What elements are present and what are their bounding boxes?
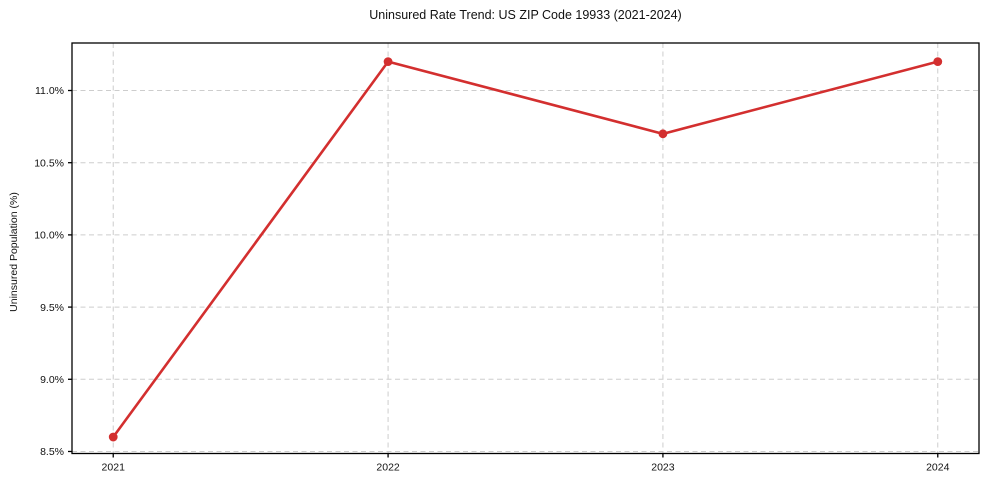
y-tick-label: 11.0% [35, 85, 64, 97]
y-tick-label: 9.0% [40, 374, 64, 386]
y-tick-label: 9.5% [40, 302, 64, 314]
x-tick-label: 2023 [651, 462, 675, 474]
y-tick-label: 8.5% [40, 446, 64, 458]
trend-line [111, 60, 940, 439]
data-point-marker [658, 129, 668, 139]
y-tick-label: 10.5% [34, 157, 64, 169]
data-point-marker [383, 57, 393, 67]
axes-frame [71, 42, 980, 455]
x-tick-label: 2022 [376, 462, 400, 474]
y-tick-label: 10.0% [34, 230, 64, 242]
x-tick-label: 2024 [926, 462, 950, 474]
data-point-marker [933, 57, 943, 67]
data-point-marker [108, 432, 118, 442]
chart-title: Uninsured Rate Trend: US ZIP Code 19933 … [369, 8, 682, 22]
x-tick-label: 2021 [102, 462, 126, 474]
